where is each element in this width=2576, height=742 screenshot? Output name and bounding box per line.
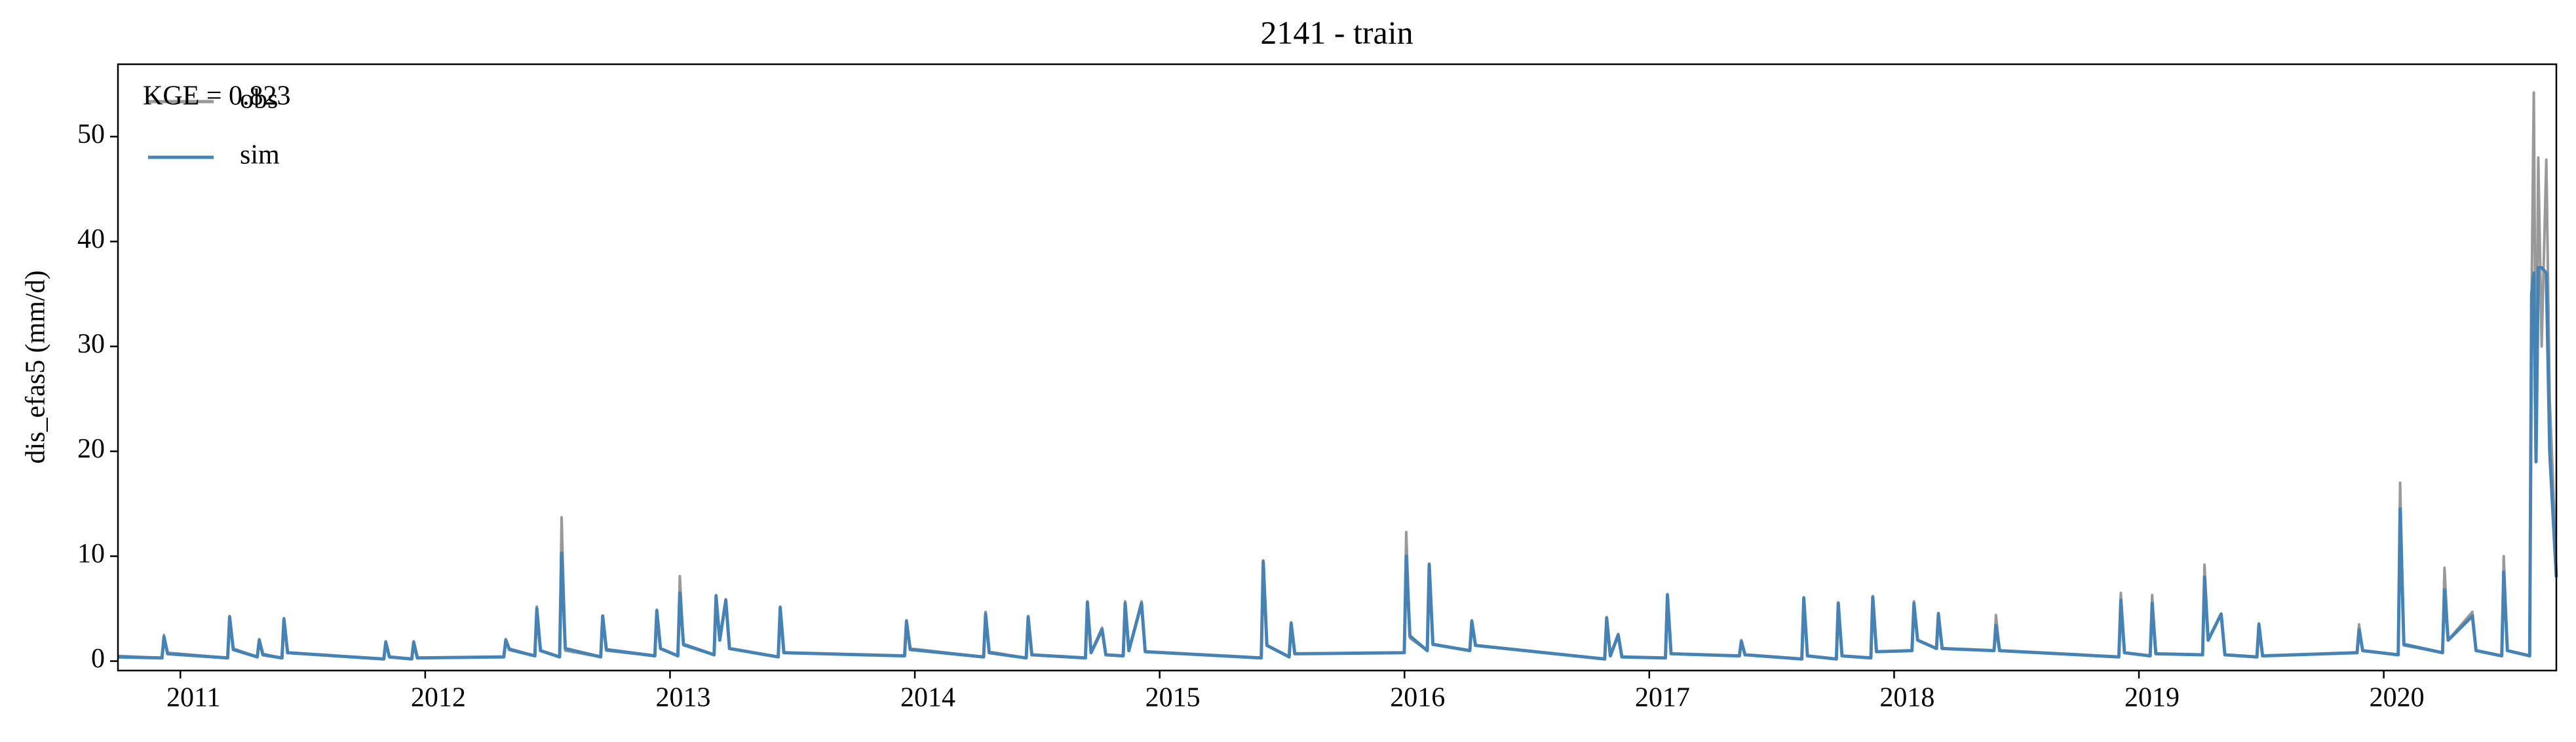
x-tick-label: 2019 [2124,683,2180,713]
chart-title: 2141 - train [1260,14,1413,50]
x-tick-label: 2015 [1145,683,1201,713]
x-tick-label: 2011 [166,683,220,713]
legend-label: obs [240,85,278,115]
plot-frame [117,63,2558,672]
x-tick-label: 2012 [411,683,466,713]
annotation: KGE = 0.823 [143,81,291,111]
y-tick-label: 10 [77,539,105,569]
x-tick-label: 2013 [655,683,710,713]
series-line [117,266,2558,661]
y-tick-label: 30 [77,329,105,359]
y-tick-label: 40 [77,224,105,254]
y-tick-label: 50 [77,119,105,149]
y-tick-label: 0 [91,644,105,674]
legend-label: sim [240,140,280,170]
x-tick-label: 2017 [1635,683,1690,713]
y-tick-label: 20 [77,434,105,464]
x-tick-label: 2014 [900,683,955,713]
x-tick-label: 2018 [1879,683,1934,713]
x-tick-label: 2020 [2370,683,2425,713]
x-tick-label: 2016 [1390,683,1445,713]
y-axis-label: dis_efas5 (mm/d) [21,270,51,463]
series-line [117,91,2558,661]
